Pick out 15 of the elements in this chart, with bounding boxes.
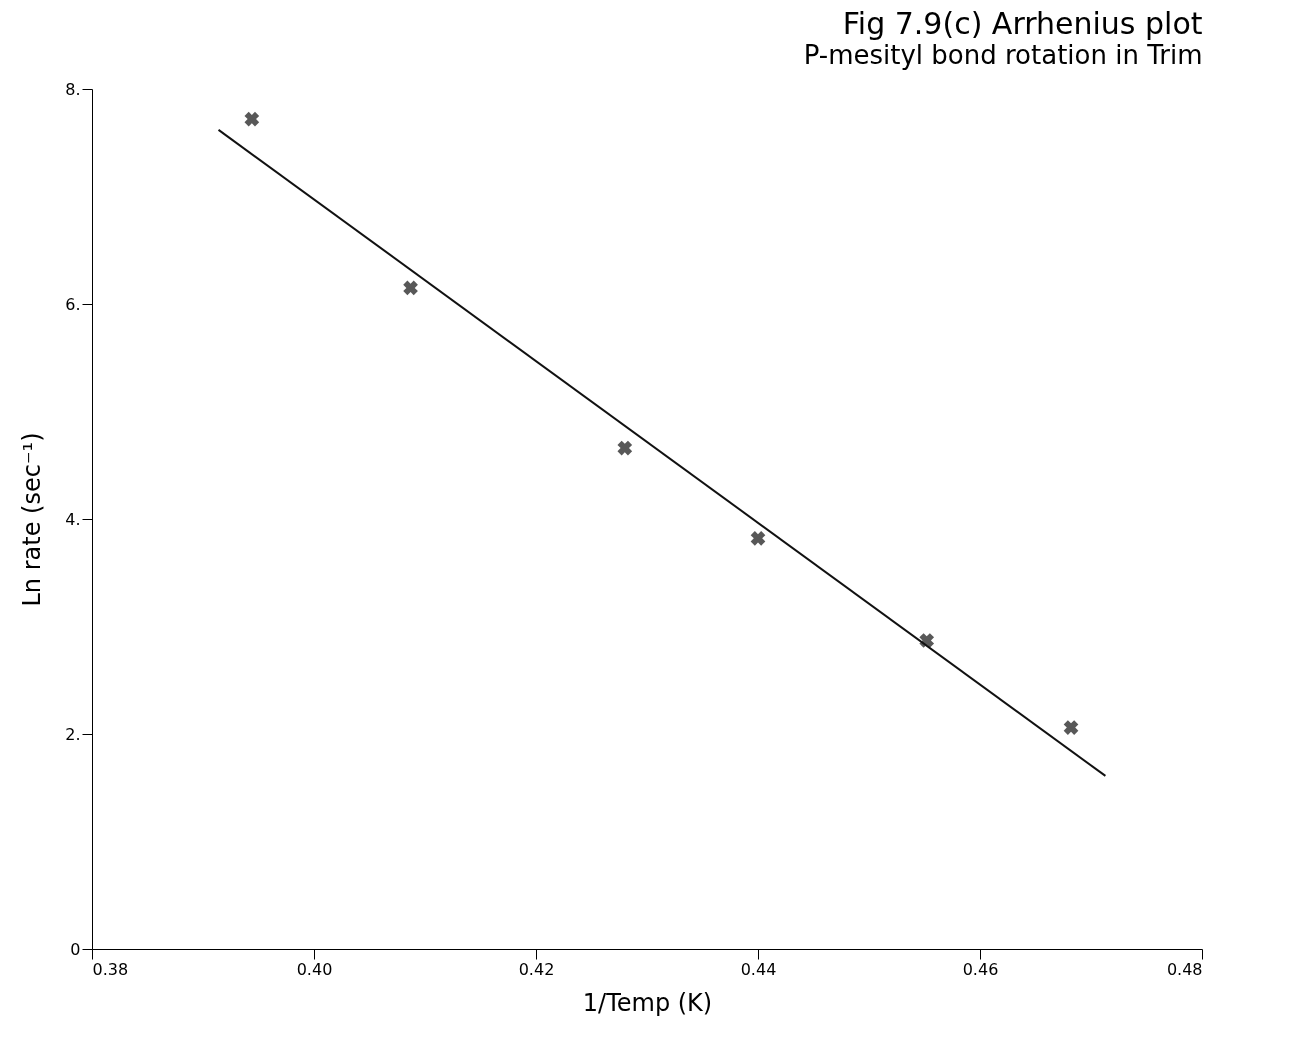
x-axis-title: 1/Temp (K)	[582, 988, 713, 1017]
x-tick-label: 0.40	[296, 959, 333, 979]
x-tick-label: 0.44	[740, 959, 777, 979]
chart-title: Fig 7.9(c) Arrhenius plot	[842, 6, 1203, 41]
x-tick-label: 0.48	[1166, 959, 1203, 979]
chart-subtitle: P-mesityl bond rotation in Trim	[803, 40, 1203, 70]
y-axis-title: Ln rate (sec⁻¹)	[18, 432, 47, 607]
x-tick-label: 0.42	[518, 959, 555, 979]
y-tick-label: 2.	[65, 724, 81, 744]
y-tick-label: 8.	[65, 79, 81, 99]
y-tick-label: 6.	[65, 294, 81, 314]
y-tick-label: 0	[70, 939, 81, 959]
x-tick-label: 0.38	[92, 959, 129, 979]
x-tick-label: 0.46	[962, 959, 999, 979]
y-tick-label: 4.	[65, 509, 81, 529]
